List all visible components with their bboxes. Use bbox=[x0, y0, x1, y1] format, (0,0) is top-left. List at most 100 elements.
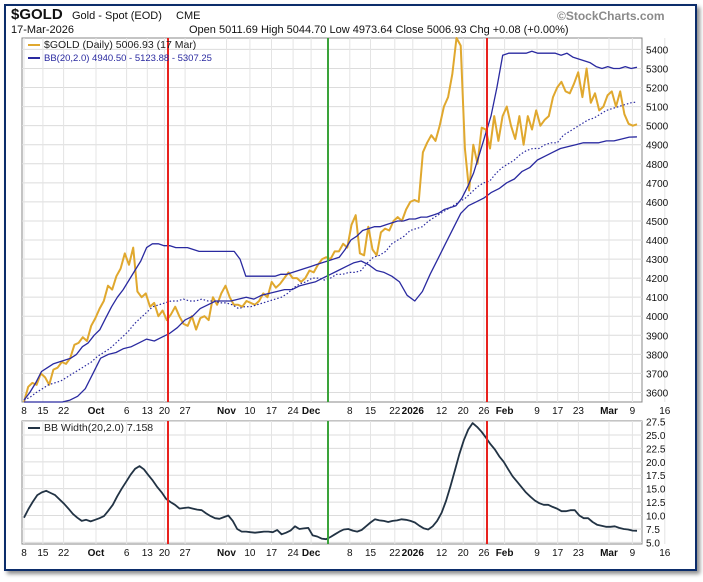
y-tick-label: 5400 bbox=[646, 45, 669, 56]
y-tick-label: 4800 bbox=[646, 160, 669, 171]
x-tick-label: Feb bbox=[496, 406, 514, 417]
bb-lower-line bbox=[24, 136, 638, 403]
legend-bbw: BB Width(20,2.0) 7.158 bbox=[44, 422, 153, 434]
x-tick-label: 12 bbox=[436, 548, 448, 559]
y-tick-label: 4400 bbox=[646, 236, 669, 247]
y-tick-label: 25.0 bbox=[646, 431, 666, 442]
y-tick-label: 4600 bbox=[646, 198, 669, 209]
x-tick-label: 9 bbox=[534, 406, 540, 417]
x-tick-label: 27 bbox=[180, 548, 192, 559]
x-tick-label: 13 bbox=[142, 406, 154, 417]
x-tick-label: Mar bbox=[600, 406, 618, 417]
price-y-ticks: 3600 3700 3800 3900 4000 4100 4200 4300 4400 4500… bbox=[646, 45, 669, 399]
x-tick-label: 26 bbox=[478, 406, 490, 417]
chart-date: 17-Mar-2026 bbox=[11, 24, 74, 36]
y-tick-label: 27.5 bbox=[646, 418, 666, 429]
x-tick-label: 12 bbox=[436, 406, 448, 417]
chart-symbol: $GOLD bbox=[11, 6, 63, 23]
x-tick-label: 9 bbox=[630, 548, 636, 559]
stockcharts-logo: ©StockCharts.com bbox=[557, 9, 665, 23]
price-series bbox=[23, 37, 638, 403]
y-tick-label: 4700 bbox=[646, 179, 669, 190]
x-tick-label: 22 bbox=[58, 406, 70, 417]
x-tick-label: Dec bbox=[302, 548, 321, 559]
y-tick-label: 5000 bbox=[646, 122, 669, 133]
bb-middle-line bbox=[23, 101, 638, 401]
x-tick-label: 22 bbox=[58, 548, 70, 559]
x-tick-label: 2026 bbox=[402, 406, 425, 417]
x-tick-label: Feb bbox=[496, 548, 514, 559]
bbw-legend: BB Width(20,2.0) 7.158 bbox=[28, 422, 153, 434]
bbw-x-ticks: 8 15 22 Oct 6 13 20 27 Nov 10 17 24 Dec 8 15 22 2026 12 20… bbox=[21, 548, 671, 559]
y-tick-label: 15.0 bbox=[646, 485, 666, 496]
x-tick-label: 23 bbox=[573, 548, 585, 559]
x-tick-label: Mar bbox=[600, 548, 618, 559]
x-tick-label: 15 bbox=[37, 548, 49, 559]
bbw-panel bbox=[21, 420, 643, 545]
x-tick-label: Oct bbox=[88, 548, 105, 559]
x-tick-label: 6 bbox=[124, 406, 130, 417]
x-tick-label: 9 bbox=[630, 406, 636, 417]
exchange-label: CME bbox=[176, 10, 201, 22]
x-tick-label: 22 bbox=[389, 406, 401, 417]
y-tick-label: 4000 bbox=[646, 312, 669, 323]
x-tick-label: Dec bbox=[302, 406, 321, 417]
x-tick-label: 8 bbox=[21, 406, 27, 417]
x-tick-label: 17 bbox=[266, 406, 278, 417]
x-tick-label: 15 bbox=[365, 406, 377, 417]
y-tick-label: 17.5 bbox=[646, 471, 666, 482]
x-tick-label: 24 bbox=[288, 406, 300, 417]
x-tick-label: 23 bbox=[573, 406, 585, 417]
x-tick-label: 10 bbox=[244, 548, 256, 559]
ohlc-readout: Open 5011.69 High 5044.70 Low 4973.64 Cl… bbox=[189, 24, 569, 36]
price-legend: $GOLD (Daily) 5006.93 (17 Mar) BB(20,2.0… bbox=[28, 39, 212, 64]
x-tick-label: Nov bbox=[217, 406, 236, 417]
gold-price-line bbox=[23, 37, 638, 403]
x-tick-label: 15 bbox=[365, 548, 377, 559]
x-tick-label: 22 bbox=[389, 548, 401, 559]
x-tick-label: 8 bbox=[347, 406, 353, 417]
bb-width-line bbox=[23, 422, 638, 541]
x-tick-label: 24 bbox=[288, 548, 300, 559]
x-tick-label: 20 bbox=[159, 548, 171, 559]
y-tick-label: 20.0 bbox=[646, 458, 666, 469]
x-tick-label: 20 bbox=[458, 406, 470, 417]
x-tick-label: 27 bbox=[180, 406, 192, 417]
y-tick-label: 7.5 bbox=[646, 525, 660, 536]
y-tick-label: 4500 bbox=[646, 217, 669, 228]
bb-upper-line bbox=[23, 50, 638, 401]
bbw-series bbox=[23, 422, 638, 541]
x-tick-label: 9 bbox=[534, 548, 540, 559]
y-tick-label: 4900 bbox=[646, 141, 669, 152]
x-tick-label: 2026 bbox=[402, 548, 425, 559]
y-tick-label: 4200 bbox=[646, 274, 669, 285]
y-tick-label: 3900 bbox=[646, 331, 669, 342]
y-tick-label: 3700 bbox=[646, 369, 669, 380]
y-tick-label: 5300 bbox=[646, 64, 669, 75]
x-tick-label: 17 bbox=[552, 548, 564, 559]
x-tick-label: 16 bbox=[659, 406, 671, 417]
x-tick-label: 20 bbox=[458, 548, 470, 559]
y-tick-label: 22.5 bbox=[646, 444, 666, 455]
legend-bb: BB(20,2.0) 4940.50 - 5123.88 - 5307.25 bbox=[44, 53, 212, 64]
x-tick-label: Nov bbox=[217, 548, 236, 559]
y-tick-label: 3600 bbox=[646, 388, 669, 399]
y-tick-label: 10.0 bbox=[646, 512, 666, 523]
x-tick-label: 8 bbox=[347, 548, 353, 559]
x-tick-label: 26 bbox=[478, 548, 490, 559]
y-tick-label: 3800 bbox=[646, 350, 669, 361]
vertical-markers bbox=[167, 38, 488, 544]
x-tick-label: 17 bbox=[552, 406, 564, 417]
legend-gold: $GOLD (Daily) 5006.93 (17 Mar) bbox=[44, 39, 196, 51]
y-tick-label: 4300 bbox=[646, 255, 669, 266]
price-panel bbox=[21, 37, 643, 403]
y-tick-label: 4100 bbox=[646, 293, 669, 304]
x-tick-label: 16 bbox=[659, 548, 671, 559]
price-x-ticks: 8 15 22 Oct 6 13 20 27 Nov 10 17 24 Dec 8 15 22 2026 12 20… bbox=[21, 406, 671, 417]
y-tick-label: 5100 bbox=[646, 103, 669, 114]
y-tick-label: 5.0 bbox=[646, 538, 660, 549]
x-tick-label: 15 bbox=[37, 406, 49, 417]
x-tick-label: 20 bbox=[159, 406, 171, 417]
